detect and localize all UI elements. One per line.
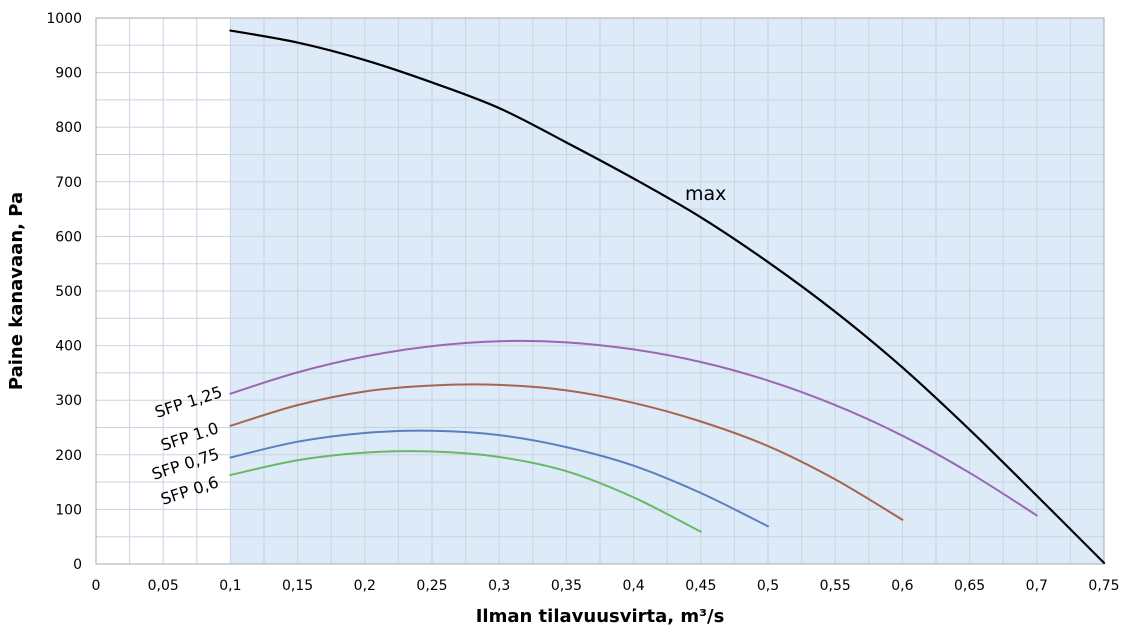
x-tick-label: 0,55 [820, 578, 851, 594]
y-tick-label: 300 [55, 393, 82, 409]
y-tick-label: 800 [55, 120, 82, 136]
series-line-sfp-0-75 [229, 429, 769, 528]
y-tick-label: 700 [55, 175, 82, 191]
x-tick-label: 0,1 [219, 578, 241, 594]
y-axis-title: Paine kanavaan, Pa [6, 192, 27, 390]
y-tick-label: 0 [73, 557, 82, 573]
series-line-sfp-1-25 [229, 339, 1038, 517]
x-tick-label: 0,2 [354, 578, 376, 594]
x-axis-title: Ilman tilavuusvirta, m³/s [476, 606, 725, 627]
y-tick-label: 1000 [46, 11, 82, 27]
x-tick-label: 0,45 [685, 578, 716, 594]
series-line-sfp-0-6 [229, 450, 702, 533]
x-tick-label: 0,35 [551, 578, 582, 594]
x-tick-label: 0,7 [1026, 578, 1048, 594]
x-tick-label: 0,3 [488, 578, 510, 594]
series-line-sfp-1-0 [229, 383, 904, 521]
series-line-max [229, 29, 1106, 565]
x-tick-labels: 0 0,05 0,1 0,15 0,2 0,25 0,3 0,35 0,4 0,45 0,5 0,55… [92, 578, 1120, 594]
x-tick-label: 0,6 [891, 578, 913, 594]
y-tick-label: 400 [55, 339, 82, 355]
x-tick-label: 0,15 [282, 578, 313, 594]
y-tick-label: 100 [55, 502, 82, 518]
y-tick-label: 500 [55, 284, 82, 300]
plot-border [95, 17, 1105, 565]
y-tick-label: 200 [55, 448, 82, 464]
y-tick-labels: 0 100 200 300 400 500 600 700 800 900 1000 [46, 11, 82, 573]
x-tick-label: 0 [92, 578, 101, 594]
x-tick-label: 0,05 [148, 578, 179, 594]
x-tick-label: 0,65 [954, 578, 985, 594]
y-tick-label: 900 [55, 66, 82, 82]
y-tick-label: 600 [55, 229, 82, 245]
max-series-label: max [685, 183, 726, 205]
x-tick-label: 0,4 [622, 578, 644, 594]
x-tick-label: 0,75 [1088, 578, 1119, 594]
x-tick-label: 0,25 [416, 578, 447, 594]
series-lines [229, 29, 1106, 565]
x-tick-label: 0,5 [757, 578, 779, 594]
